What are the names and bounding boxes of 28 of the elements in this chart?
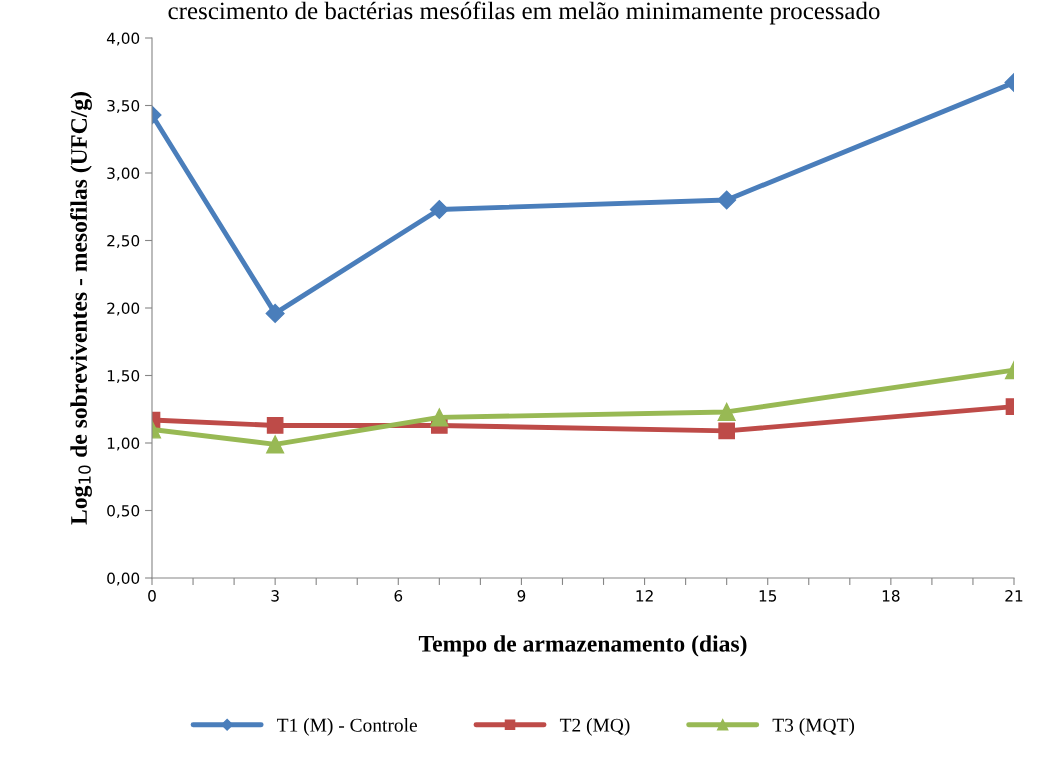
x-tick-label: 12 — [636, 590, 653, 602]
y-tick-label: 3,50 — [107, 99, 140, 114]
x-axis-title: Tempo de armazenamento (dias) — [418, 635, 747, 657]
x-tick-label: 6 — [394, 590, 403, 602]
legend-label: T3 (MQT) — [772, 718, 855, 736]
x-tick-label: 3 — [271, 590, 279, 602]
point — [430, 408, 449, 427]
y-tick-label: 3,00 — [107, 167, 140, 181]
y-tick-label: 0,00 — [107, 572, 140, 586]
x-tick-label: 18 — [882, 590, 900, 602]
y-tick-label: 1,00 — [107, 437, 140, 451]
point — [429, 199, 449, 219]
y-axis-title: Log$_{10}$ de sobreviventes - mesofilas (UFC/g) — [70, 92, 92, 525]
legend-label: T2 (MQ) — [559, 718, 630, 736]
y-tick-label: 2,50 — [107, 234, 140, 249]
y-tick-label: 0,50 — [107, 504, 140, 519]
point — [265, 303, 285, 323]
x-tick-label: 15 — [759, 590, 777, 602]
y-tick-label: 4,00 — [106, 32, 140, 46]
chart-title: crescimento de bactérias mesófilas em melão minimamente processado — [168, 1, 880, 25]
point — [266, 435, 285, 454]
point — [266, 417, 284, 434]
legend-label: T1 (M) - Controle — [277, 718, 417, 736]
x-tick-label: 0 — [148, 590, 156, 602]
x-tick-label: 21 — [1005, 590, 1023, 602]
x-tick-label: 9 — [517, 590, 526, 602]
y-tick-label: 2,00 — [107, 302, 140, 316]
y-tick-label: 1,50 — [107, 369, 140, 384]
